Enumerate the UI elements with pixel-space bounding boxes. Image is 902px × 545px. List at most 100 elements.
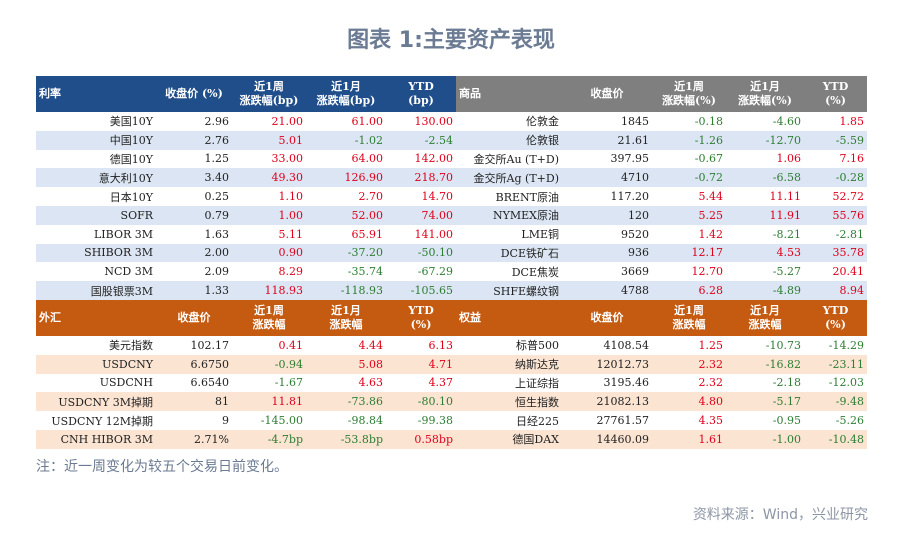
fx-cell-name: USDCNY [36, 354, 156, 374]
rates-cell-month-change: -1.02 [306, 130, 386, 150]
rates-cell-month-change: -118.93 [306, 281, 386, 300]
commodities-cell-week-change: -0.67 [652, 149, 726, 169]
commodities-cell-ytd-change: 8.94 [804, 281, 867, 300]
fx-cell-week-change: 11.81 [232, 392, 306, 412]
equities-cell-week-change: 4.80 [652, 392, 726, 412]
commodities-cell-week-change: 6.28 [652, 281, 726, 300]
commodities-cell-week-change: -0.18 [652, 112, 726, 131]
fx-cell-close: 2.71% [156, 429, 232, 449]
equities-cell-week-change: 1.25 [652, 335, 726, 355]
equities-cell-name: 恒生指数 [456, 392, 562, 412]
commodities-row: SHFE螺纹钢 4788 6.28 -4.89 8.94 [456, 281, 867, 300]
equities-cell-ytd-change: -9.48 [804, 392, 867, 412]
commodities-cell-ytd-change: 7.16 [804, 149, 867, 169]
rates-cell-week-change: 1.00 [232, 205, 306, 225]
left-table-body: 利率 收盘价 (%) 近1周 涨跌幅(bp) 近1月 涨跌幅(bp) YTD (bp) 美国10… [36, 76, 456, 449]
commodities-row: 伦敦金 1845 -0.18 -4.60 1.85 [456, 112, 867, 131]
equities-cell-name: 上证综指 [456, 373, 562, 393]
equities-cell-month-change: -0.95 [726, 411, 804, 430]
fx-header-month: 近1月 涨跌幅 [306, 299, 386, 336]
fx-cell-week-change: -0.94 [232, 354, 306, 374]
fx-cell-month-change: 4.44 [306, 335, 386, 355]
commodities-cell-close: 397.95 [562, 149, 652, 169]
commodities-cell-week-change: -0.72 [652, 168, 726, 188]
source-note: 资料来源：Wind，兴业研究 [692, 507, 868, 523]
rates-header-close: 收盘价 (%) [156, 76, 232, 112]
commodities-cell-name: DCE焦炭 [456, 262, 562, 282]
commodities-cell-name: DCE铁矿石 [456, 243, 562, 263]
commodities-header-week-line2: 涨跌幅(%) [662, 94, 716, 107]
fx-cell-week-change: -1.67 [232, 373, 306, 393]
rates-cell-week-change: 8.29 [232, 262, 306, 282]
equities-cell-week-change: 2.32 [652, 354, 726, 374]
fx-row: USDCNY 6.6750 -0.94 5.08 4.71 [36, 354, 456, 374]
rates-cell-name: 德国10Y [36, 149, 156, 169]
fx-header-week-line2: 涨跌幅 [252, 317, 286, 331]
fx-cell-month-change: -98.84 [306, 411, 386, 430]
commodities-row: LME铜 9520 1.42 -8.21 -2.81 [456, 224, 867, 244]
equities-row: 日经225 27761.57 4.35 -0.95 -5.26 [456, 411, 867, 430]
equities-header-month: 近1月 涨跌幅 [726, 299, 804, 336]
equities-cell-ytd-change: -10.48 [804, 429, 867, 449]
rates-cell-name: SOFR [36, 205, 156, 225]
commodities-cell-week-change: 12.17 [652, 243, 726, 263]
commodities-cell-ytd-change: 55.76 [804, 205, 867, 225]
fx-cell-week-change: 0.41 [232, 335, 306, 355]
commodities-cell-name: 伦敦金 [456, 112, 562, 131]
commodities-cell-ytd-change: -0.28 [804, 168, 867, 188]
equities-cell-week-change: 2.32 [652, 373, 726, 393]
equities-cell-close: 4108.54 [562, 335, 652, 355]
commodities-cell-month-change: -5.27 [726, 262, 804, 282]
commodities-cell-month-change: 11.11 [726, 187, 804, 206]
fx-cell-close: 6.6540 [156, 373, 232, 393]
fx-row: 美元指数 102.17 0.41 4.44 6.13 [36, 335, 456, 355]
commodities-cell-name: 伦敦银 [456, 130, 562, 150]
rates-cell-month-change: 64.00 [306, 149, 386, 169]
equities-header-month-line1: 近1月 [750, 303, 780, 317]
commodities-cell-month-change: -4.60 [726, 112, 804, 131]
rates-row: SOFR 0.79 1.00 52.00 74.00 [36, 205, 456, 225]
fx-cell-month-change: -53.8bp [306, 429, 386, 449]
commodities-cell-week-change: 5.44 [652, 187, 726, 206]
rates-cell-ytd-change: 14.70 [386, 187, 456, 206]
commodities-header-month-line1: 近1月 [750, 80, 780, 93]
commodities-cell-week-change: -1.26 [652, 130, 726, 150]
equities-cell-ytd-change: -14.29 [804, 335, 867, 355]
rates-cell-close: 0.25 [156, 187, 232, 206]
rates-cell-close: 2.09 [156, 262, 232, 282]
equities-cell-name: 德国DAX [456, 429, 562, 449]
equities-header-label: 权益 [456, 299, 562, 336]
fx-header-ytd-line1: YTD [408, 303, 434, 317]
rates-cell-month-change: 126.90 [306, 168, 386, 188]
rates-row: LIBOR 3M 1.63 5.11 65.91 141.00 [36, 224, 456, 244]
commodities-cell-close: 120 [562, 205, 652, 225]
right-table-body: 商品 收盘价 近1周 涨跌幅(%) 近1月 涨跌幅(%) YTD (%) 伦敦金 1845 -0.1… [456, 76, 867, 449]
rates-cell-close: 1.63 [156, 224, 232, 244]
commodities-cell-ytd-change: -5.59 [804, 130, 867, 150]
equities-header-month-line2: 涨跌幅 [748, 317, 782, 331]
equities-cell-ytd-change: -12.03 [804, 373, 867, 393]
equities-header-ytd: YTD (%) [804, 299, 867, 336]
rates-cell-ytd-change: -2.54 [386, 130, 456, 150]
commodities-cell-week-change: 1.42 [652, 224, 726, 244]
commodities-row: 金交所Ag (T+D) 4710 -0.72 -6.58 -0.28 [456, 168, 867, 188]
rates-cell-name: NCD 3M [36, 262, 156, 282]
fx-row: USDCNY 3M掉期 81 11.81 -73.86 -80.10 [36, 392, 456, 412]
fx-row: USDCNH 6.6540 -1.67 4.63 4.37 [36, 373, 456, 393]
fx-cell-close: 81 [156, 392, 232, 412]
page-title: 图表 1:主要资产表现 [347, 28, 555, 53]
equities-cell-close: 12012.73 [562, 354, 652, 374]
commodities-cell-close: 936 [562, 243, 652, 263]
equities-row: 纳斯达克 12012.73 2.32 -16.82 -23.11 [456, 354, 867, 374]
fx-header-week-line1: 近1周 [254, 303, 284, 317]
commodities-cell-name: LME铜 [456, 224, 562, 244]
rates-row: 美国10Y 2.96 21.00 61.00 130.00 [36, 112, 456, 131]
fx-cell-ytd-change: 6.13 [386, 335, 456, 355]
commodities-header-close: 收盘价 [562, 76, 652, 112]
equities-cell-name: 纳斯达克 [456, 354, 562, 374]
commodities-header-ytd-line1: YTD [822, 80, 849, 93]
commodities-cell-name: BRENT原油 [456, 187, 562, 206]
commodities-cell-month-change: 4.53 [726, 243, 804, 263]
commodities-cell-close: 9520 [562, 224, 652, 244]
fx-header-close: 收盘价 [156, 299, 232, 336]
